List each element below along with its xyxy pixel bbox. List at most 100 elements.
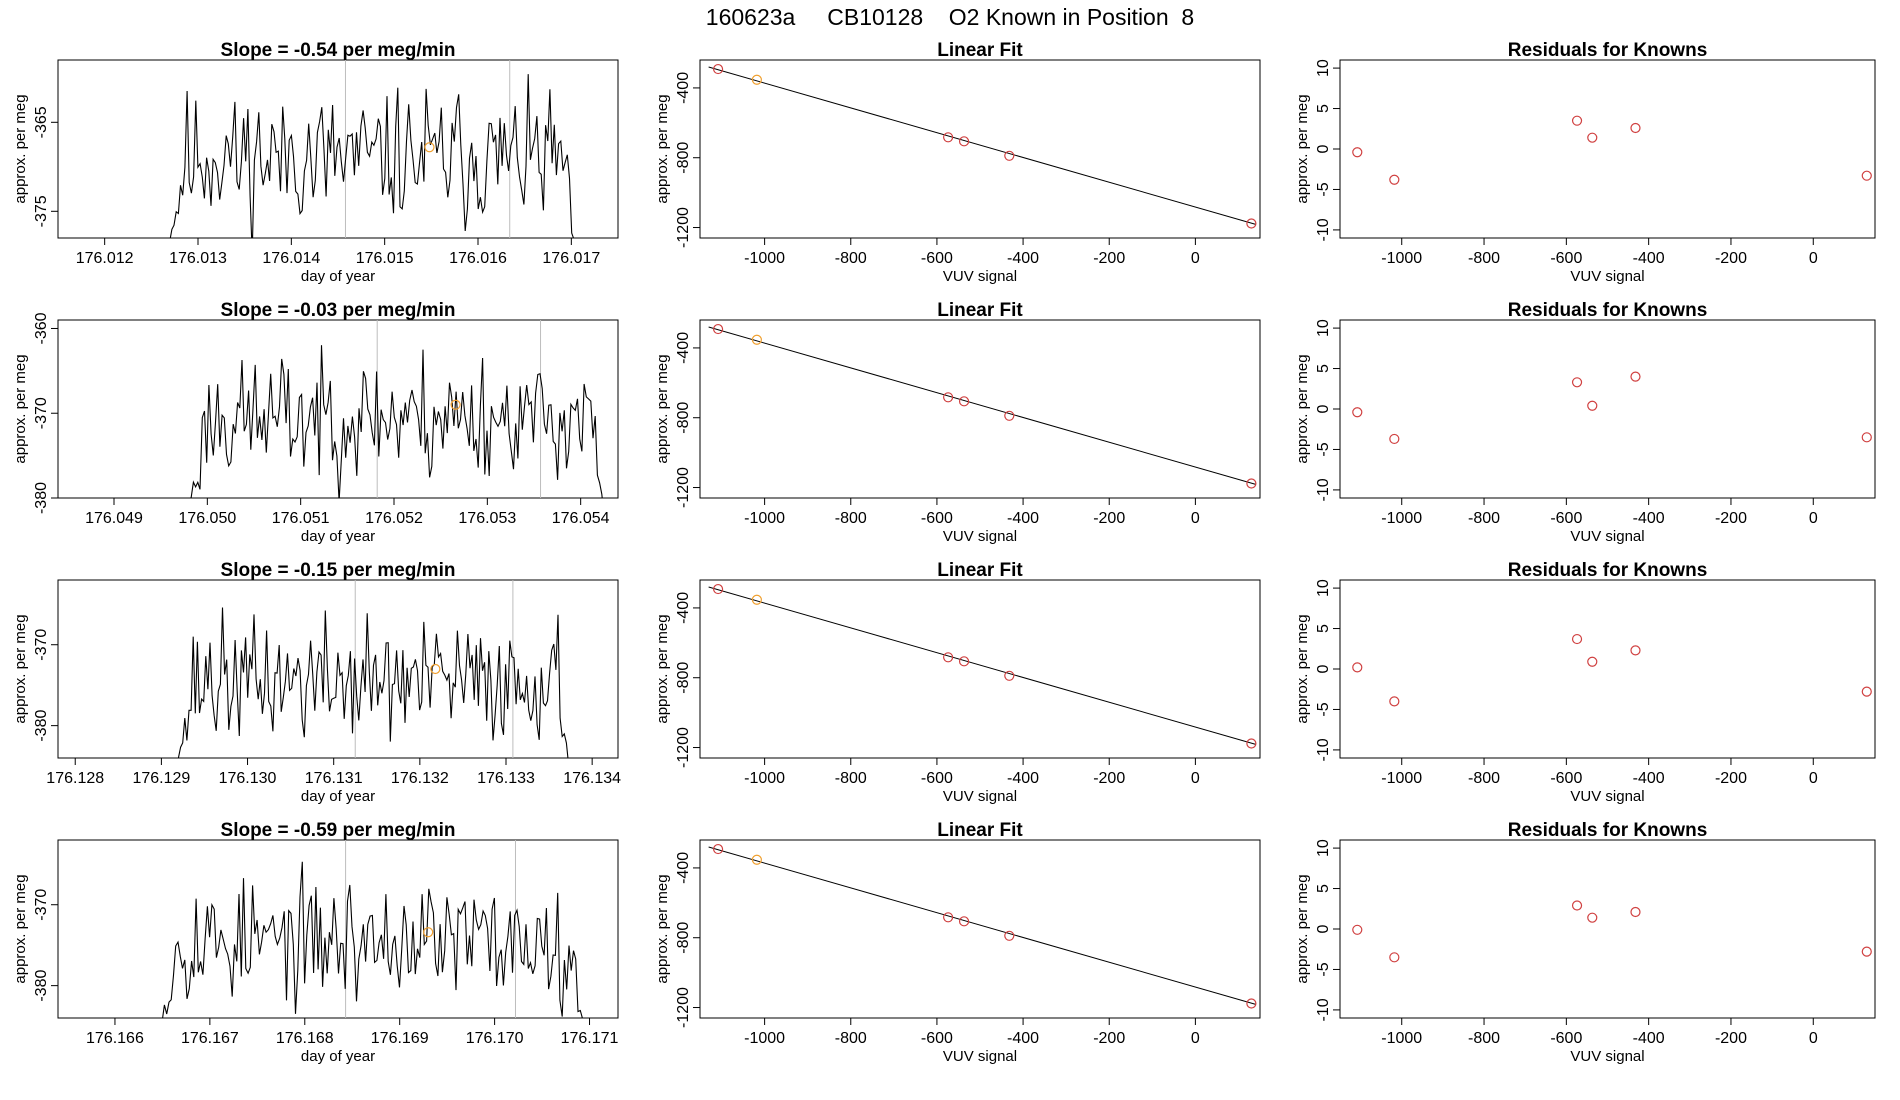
panel-title: Linear Fit (937, 820, 1023, 841)
data-point (712, 583, 724, 595)
y-tick-label: -380 (33, 710, 50, 742)
highlight-point (751, 74, 762, 85)
y-axis-label: approx. per meg (1294, 874, 1311, 983)
data-point (1389, 433, 1400, 445)
plot-area (1352, 371, 1872, 445)
plot-area (58, 320, 603, 498)
y-tick-label: -370 (33, 889, 50, 921)
series-line (58, 861, 583, 1018)
x-tick-label: 176.129 (132, 770, 190, 787)
data-point (1246, 478, 1257, 489)
data-point (1630, 906, 1641, 918)
data-point (1630, 371, 1641, 382)
plot-area (708, 583, 1257, 749)
highlight-point (423, 927, 434, 938)
plot-area (58, 840, 583, 1018)
x-tick-label: -800 (1468, 770, 1500, 787)
x-tick-label: 0 (1809, 250, 1818, 267)
x-tick-label: -400 (1007, 770, 1039, 787)
panel-title: Linear Fit (937, 300, 1023, 321)
x-tick-label: 176.134 (563, 770, 621, 787)
x-tick-label: -400 (1633, 510, 1665, 527)
x-tick-label: -800 (835, 510, 867, 527)
panel-2-1: Slope = -0.03 per meg/min 176.049 176.050 1… (12, 300, 619, 545)
panel-2-2: Linear Fit -1000 -800 -600 -400 -200 0 VUV sign… (654, 300, 1261, 545)
y-axis-label: approx. per meg (12, 354, 29, 463)
x-tick-label: 176.167 (181, 1030, 239, 1047)
x-tick-label: 0 (1191, 510, 1200, 527)
plot-area (1352, 900, 1872, 963)
data-point (1571, 377, 1583, 388)
y-axis-label: approx. per meg (12, 874, 29, 983)
data-point (1861, 170, 1872, 181)
plot-area (1352, 633, 1872, 707)
x-tick-label: 176.168 (276, 1030, 334, 1047)
data-point (1246, 998, 1257, 1009)
x-tick-label: 176.131 (305, 770, 363, 787)
x-tick-label: -600 (921, 1030, 953, 1047)
data-point (943, 132, 954, 143)
y-tick-label: -800 (675, 922, 692, 954)
y-tick-label: -375 (33, 195, 50, 227)
x-axis-label: day of year (301, 268, 375, 285)
panel-4-3: Residuals for Knowns-1000 -800 -600 -400 -20… (1294, 820, 1876, 1065)
x-tick-label: -400 (1007, 510, 1039, 527)
plot-frame (1339, 579, 1876, 759)
data-point (1630, 122, 1641, 134)
x-tick-label: -1000 (1381, 770, 1422, 787)
x-axis-label: day of year (301, 1048, 375, 1065)
y-tick-label: 5 (1315, 104, 1332, 113)
highlight-point (450, 399, 461, 410)
data-point (943, 652, 954, 663)
y-axis-label: approx. per meg (1294, 94, 1311, 203)
y-tick-label: -10 (1315, 478, 1332, 501)
x-tick-label: -800 (835, 250, 867, 267)
x-tick-label: -200 (1093, 1030, 1125, 1047)
data-point (1587, 912, 1598, 923)
plot-frame (57, 59, 619, 239)
panel-4-2: Linear Fit -1000 -800 -600 -400 -200 0 VUV sign… (654, 820, 1261, 1065)
panel-1-3: Residuals for Knowns-1000 -800 -600 -400 -20… (1294, 40, 1876, 285)
x-tick-label: -800 (835, 770, 867, 787)
x-tick-label: -400 (1633, 250, 1665, 267)
y-tick-label: -400 (675, 72, 692, 104)
x-tick-label: -1000 (1381, 510, 1422, 527)
x-tick-label: 0 (1809, 1030, 1818, 1047)
y-tick-label: -800 (675, 662, 692, 694)
x-tick-label: -400 (1633, 1030, 1665, 1047)
plot-frame (699, 579, 1261, 759)
data-point (943, 392, 954, 403)
y-tick-label: -5 (1315, 182, 1332, 196)
series-line (58, 345, 603, 498)
y-tick-label: -380 (33, 970, 50, 1002)
x-axis-label: VUV signal (1570, 268, 1644, 285)
highlight-point (424, 142, 435, 153)
data-point (958, 136, 970, 147)
x-tick-label: 176.013 (169, 250, 227, 267)
x-tick-label: 176.014 (262, 250, 320, 267)
y-tick-label: -400 (675, 592, 692, 624)
x-tick-label: -200 (1715, 770, 1747, 787)
x-tick-label: -600 (1550, 770, 1582, 787)
plot-area (1352, 115, 1872, 185)
y-tick-label: -365 (33, 106, 50, 138)
y-tick-label: -10 (1315, 218, 1332, 241)
x-tick-label: 176.130 (219, 770, 277, 787)
highlight-point (430, 663, 441, 675)
x-tick-label: -200 (1715, 510, 1747, 527)
panel-2-3: Residuals for Knowns-1000 -800 -600 -400 -20… (1294, 300, 1876, 545)
y-tick-label: -5 (1315, 442, 1332, 456)
y-tick-label: -800 (675, 142, 692, 174)
x-axis-label: VUV signal (943, 268, 1017, 285)
fit-line (708, 326, 1256, 485)
y-axis-label: approx. per meg (654, 874, 671, 983)
y-tick-label: -400 (675, 852, 692, 884)
data-point (1861, 686, 1872, 697)
y-tick-label: 0 (1315, 664, 1332, 673)
y-tick-label: 0 (1315, 924, 1332, 933)
y-tick-label: 10 (1315, 579, 1332, 597)
x-axis-label: VUV signal (943, 788, 1017, 805)
y-tick-label: 5 (1315, 364, 1332, 373)
data-point (1630, 645, 1641, 656)
